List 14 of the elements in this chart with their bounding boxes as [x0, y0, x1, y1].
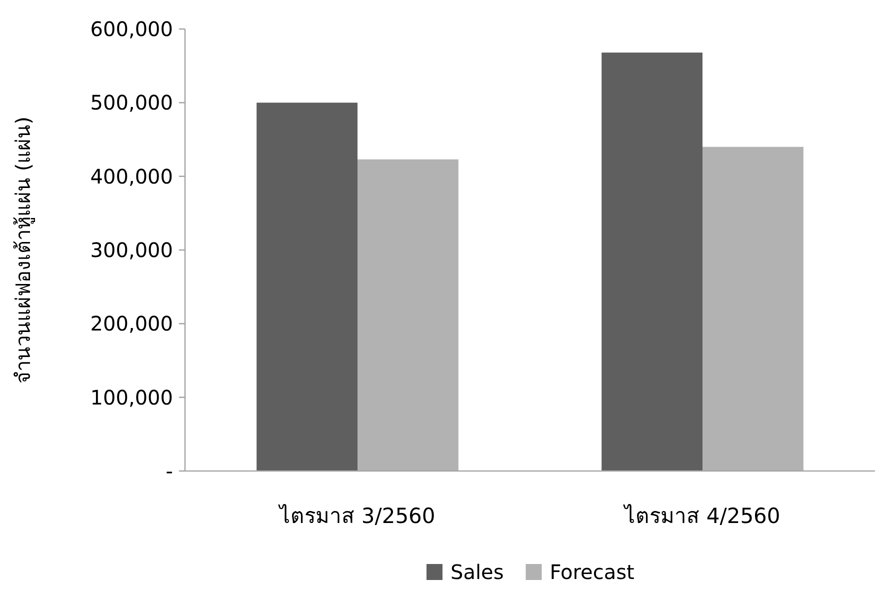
bar	[602, 52, 702, 471]
y-tick-label: 100,000	[90, 385, 173, 410]
y-tick-label: 200,000	[90, 312, 173, 336]
y-tick-label: 400,000	[90, 164, 173, 188]
y-tick-label: -	[166, 459, 173, 483]
y-tick-label: 600,000	[90, 17, 173, 41]
y-tick-label: 300,000	[90, 238, 173, 262]
legend-label: Forecast	[550, 560, 635, 584]
y-axis-title: จำนวนแผ่ฟองเต้าหู้แผ่น (แผ่น)	[11, 116, 36, 384]
legend-label: Sales	[450, 560, 504, 584]
y-tick-label: 500,000	[90, 90, 173, 115]
bar	[256, 102, 358, 471]
x-tick-label: ไตรมาส 3/2560	[278, 504, 436, 528]
x-tick-label: ไตรมาส 4/2560	[622, 504, 780, 528]
